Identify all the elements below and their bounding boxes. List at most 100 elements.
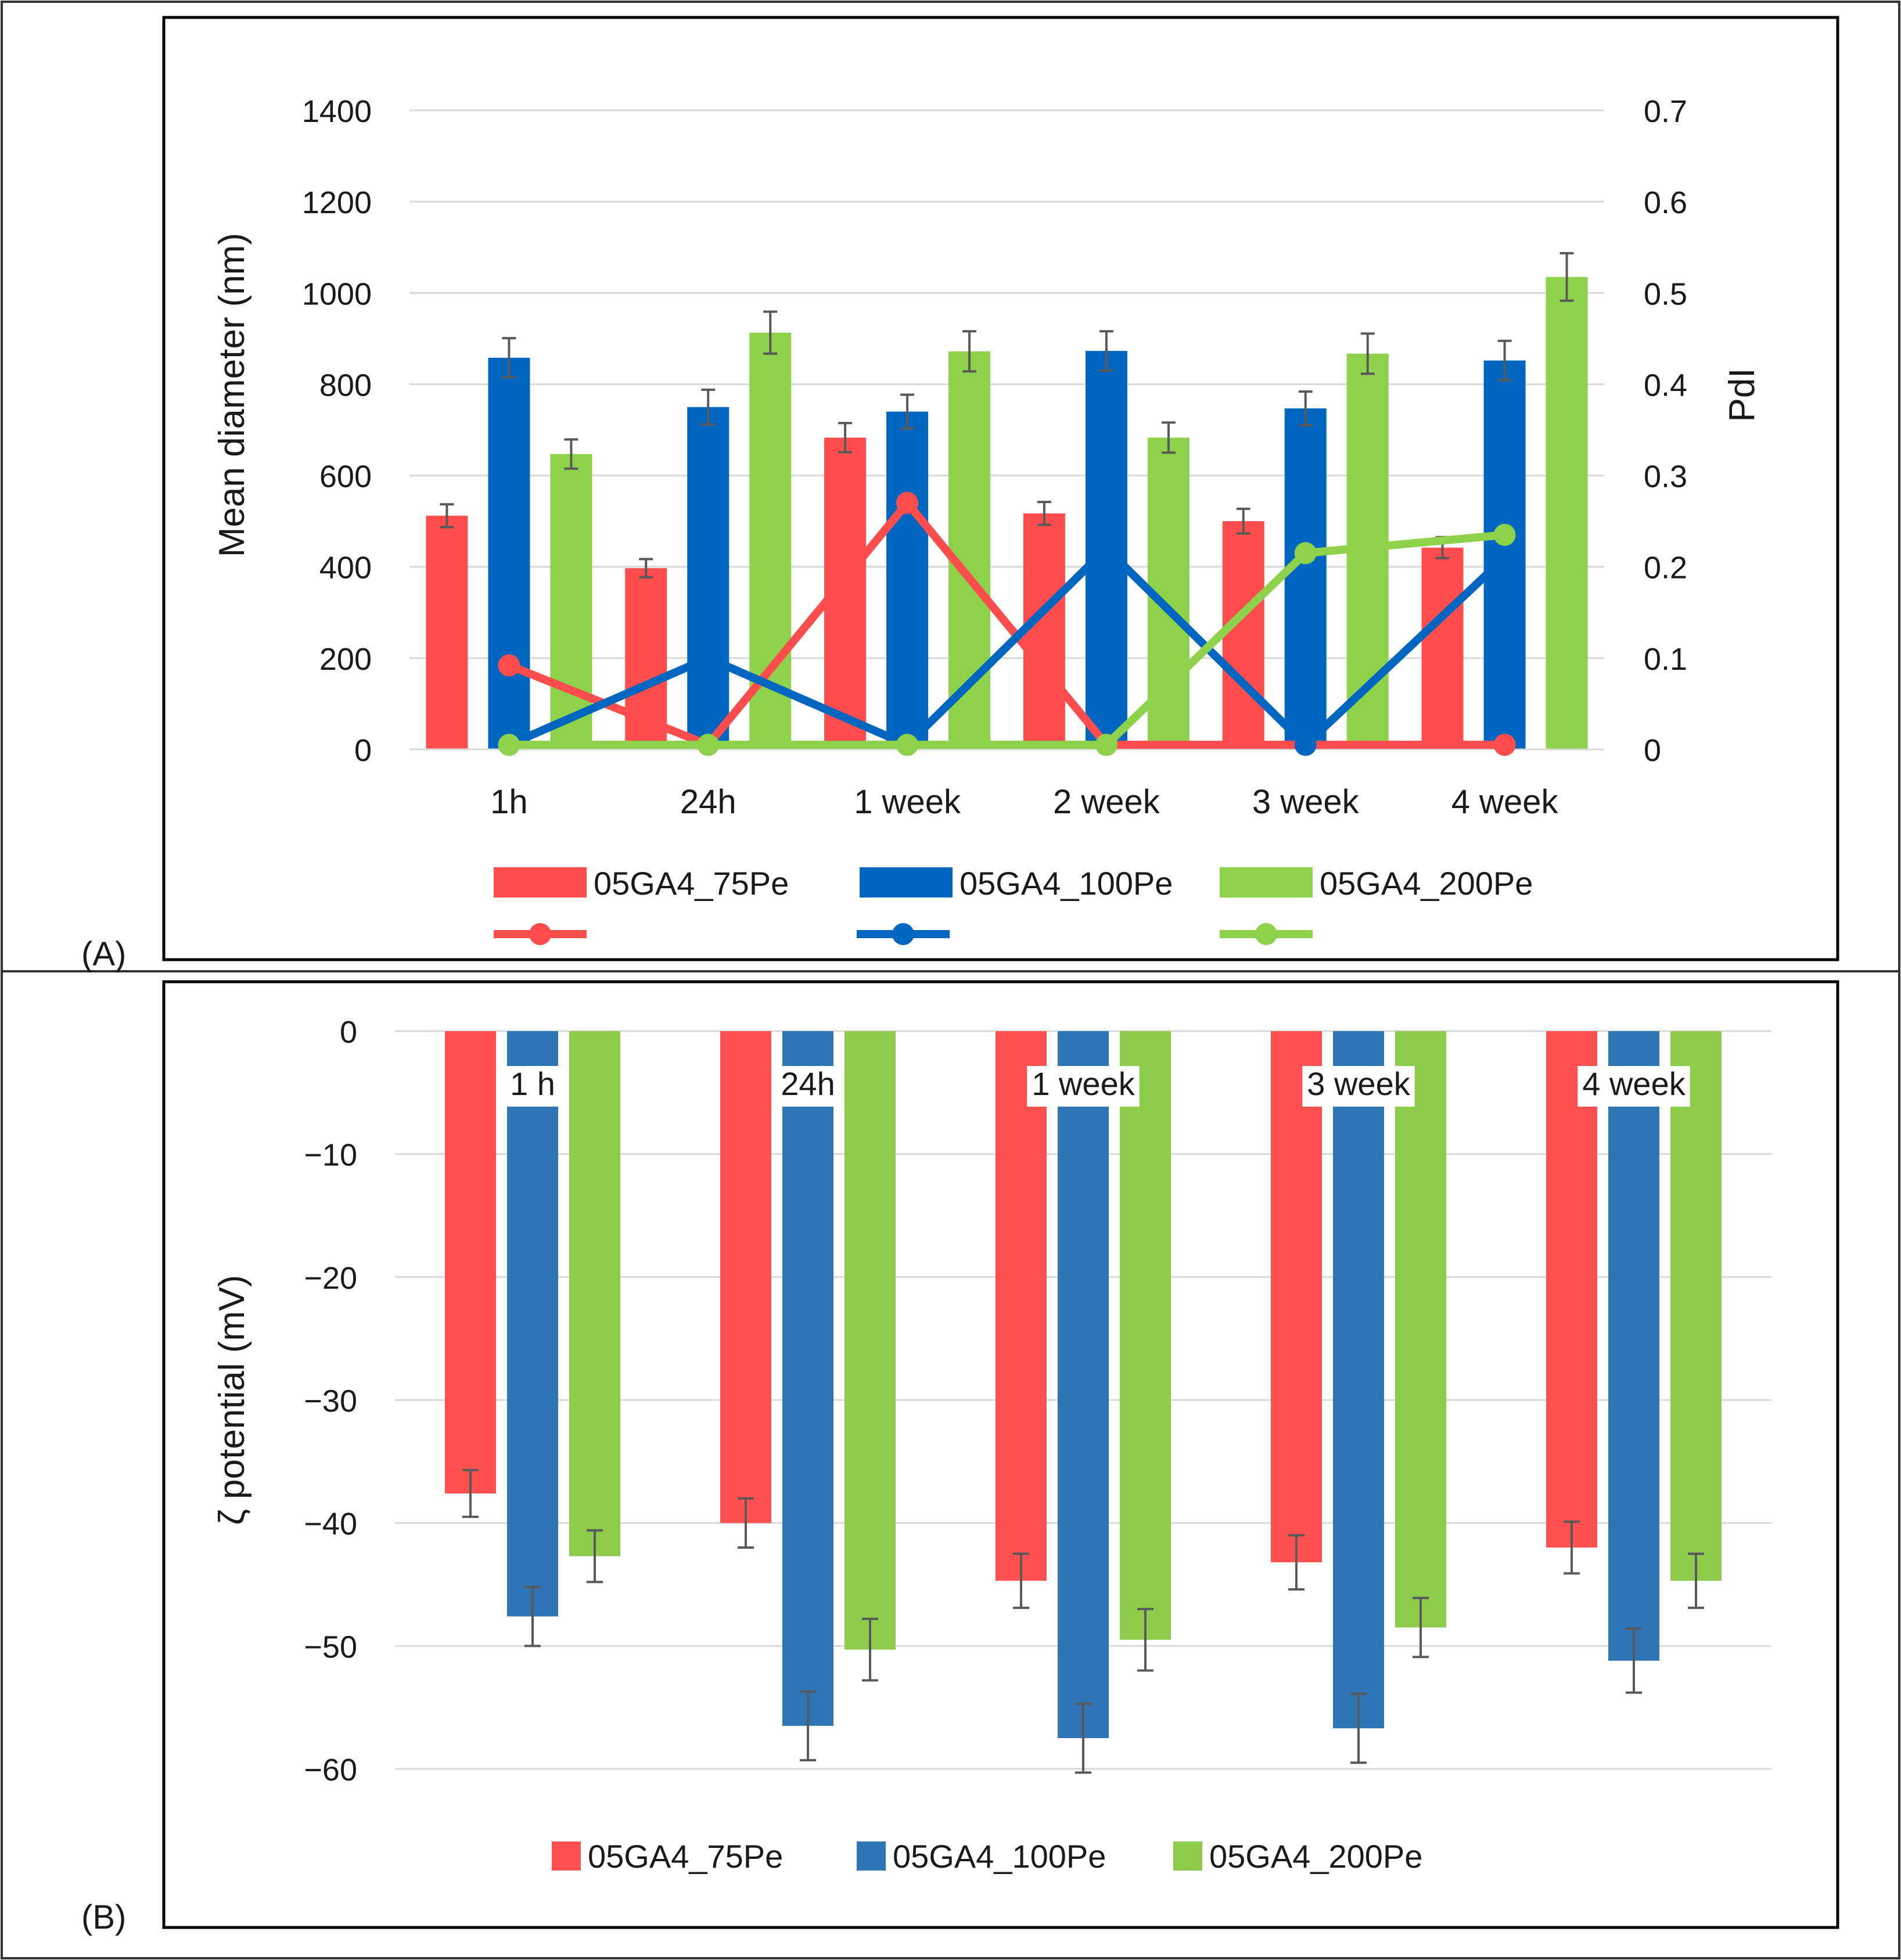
pdi-point — [1095, 734, 1117, 756]
category-label-bg — [776, 1066, 840, 1107]
bar — [1120, 1031, 1171, 1640]
error-bar — [462, 1469, 479, 1519]
legend-swatch — [860, 867, 953, 898]
error-bar — [838, 422, 853, 454]
bar — [426, 515, 468, 749]
category-label-bg — [1577, 1066, 1690, 1107]
y2-tick-label: 0.4 — [1644, 368, 1687, 403]
category-label-bg — [1027, 1066, 1140, 1107]
category-label: 4 week — [1582, 1065, 1686, 1102]
y2-tick-label: 0.5 — [1644, 277, 1687, 311]
error-bar — [1037, 501, 1051, 526]
legend-swatch — [494, 867, 587, 898]
y-tick-label: 800 — [319, 368, 372, 403]
error-bar — [1626, 1627, 1642, 1694]
error-bar — [1236, 507, 1250, 535]
bar — [1421, 547, 1464, 749]
x-tick-label: 4 week — [1451, 783, 1559, 821]
error-bar — [587, 1529, 603, 1584]
bar — [1670, 1031, 1722, 1581]
pdi-line — [507, 544, 1508, 749]
category-label: 3 week — [1307, 1065, 1410, 1102]
category-label-bg — [1302, 1066, 1415, 1107]
bar — [720, 1031, 771, 1523]
pdi-point — [1294, 734, 1317, 756]
error-bar — [1288, 1534, 1305, 1591]
legend-swatch — [1173, 1841, 1202, 1871]
bar — [1284, 408, 1327, 749]
bar — [1546, 277, 1588, 749]
bar — [569, 1031, 620, 1556]
y-axis-label: ζ potential (mV) — [212, 1275, 252, 1525]
error-bar — [1413, 1596, 1429, 1659]
x-tick-label: 3 week — [1252, 783, 1360, 821]
error-bar — [564, 438, 578, 470]
y2-tick-label: 0.6 — [1644, 185, 1687, 220]
y-tick-label: 200 — [319, 642, 372, 677]
category-label: 1 week — [1032, 1065, 1135, 1102]
error-bar — [862, 1617, 878, 1682]
pdi-point — [896, 734, 919, 756]
legend-swatch — [857, 1841, 886, 1871]
bar — [1608, 1031, 1659, 1661]
y-tick-label: 0 — [354, 733, 372, 768]
error-bar — [1137, 1607, 1153, 1672]
error-bar — [639, 558, 653, 579]
error-bar — [1075, 1702, 1091, 1774]
pdi-point — [1095, 537, 1117, 560]
x-tick-label: 1h — [490, 783, 528, 821]
y-axis-label: Mean diameter (nm) — [212, 233, 252, 557]
bar — [507, 1031, 558, 1617]
error-bar — [962, 330, 977, 373]
pdi-point — [697, 734, 720, 756]
bar — [1058, 1031, 1109, 1739]
error-bar — [1161, 421, 1176, 454]
x-tick-label: 2 week — [1053, 783, 1160, 821]
error-bar — [524, 1585, 541, 1647]
pdi-point — [697, 647, 720, 669]
x-tick-label: 1 week — [854, 783, 961, 821]
y2-tick-label: 0.3 — [1644, 460, 1687, 494]
y2-tick-label: 0.1 — [1644, 642, 1687, 677]
x-tick-label: 24h — [680, 783, 736, 821]
pdi-line — [509, 530, 1505, 749]
pdi-point — [1493, 523, 1516, 546]
bar — [445, 1031, 496, 1494]
legend-line-marker — [1255, 923, 1277, 945]
legend-label: 05GA4_100Pe — [893, 1838, 1106, 1875]
bar — [550, 454, 592, 749]
bar — [1333, 1031, 1384, 1729]
pdi-point — [1493, 734, 1516, 756]
error-bar — [1688, 1552, 1704, 1609]
panel-a-label: (A) — [81, 935, 126, 973]
y-tick-label: 600 — [319, 460, 372, 494]
bar — [996, 1031, 1047, 1581]
panel-b-label: (B) — [81, 1898, 126, 1936]
y2-axis-label: PdI — [1722, 368, 1762, 422]
legend-line-marker — [529, 923, 551, 945]
error-bar — [1360, 332, 1375, 375]
bar — [886, 411, 929, 749]
bar — [782, 1031, 833, 1726]
error-bar — [1298, 390, 1313, 427]
y-tick-label: −60 — [304, 1753, 357, 1787]
error-bar — [1559, 252, 1574, 302]
y-tick-label: 400 — [319, 551, 372, 586]
pdi-point — [1493, 547, 1516, 569]
legend-swatch — [552, 1841, 581, 1871]
pdi-point — [498, 734, 520, 756]
error-bar — [1099, 330, 1113, 372]
error-bar — [763, 310, 778, 355]
y-tick-label: 1200 — [302, 185, 372, 220]
y-tick-label: −30 — [304, 1384, 357, 1419]
category-label-bg — [505, 1066, 560, 1107]
pdi-point — [1294, 542, 1317, 565]
y-tick-label: 1000 — [302, 277, 372, 311]
legend-line-marker — [892, 923, 914, 945]
bar — [1395, 1031, 1446, 1628]
error-bar — [1564, 1520, 1580, 1575]
y2-tick-label: 0.2 — [1644, 551, 1687, 586]
legend-label: 05GA4_100Pe — [960, 865, 1173, 902]
y-tick-label: 0 — [340, 1015, 357, 1050]
